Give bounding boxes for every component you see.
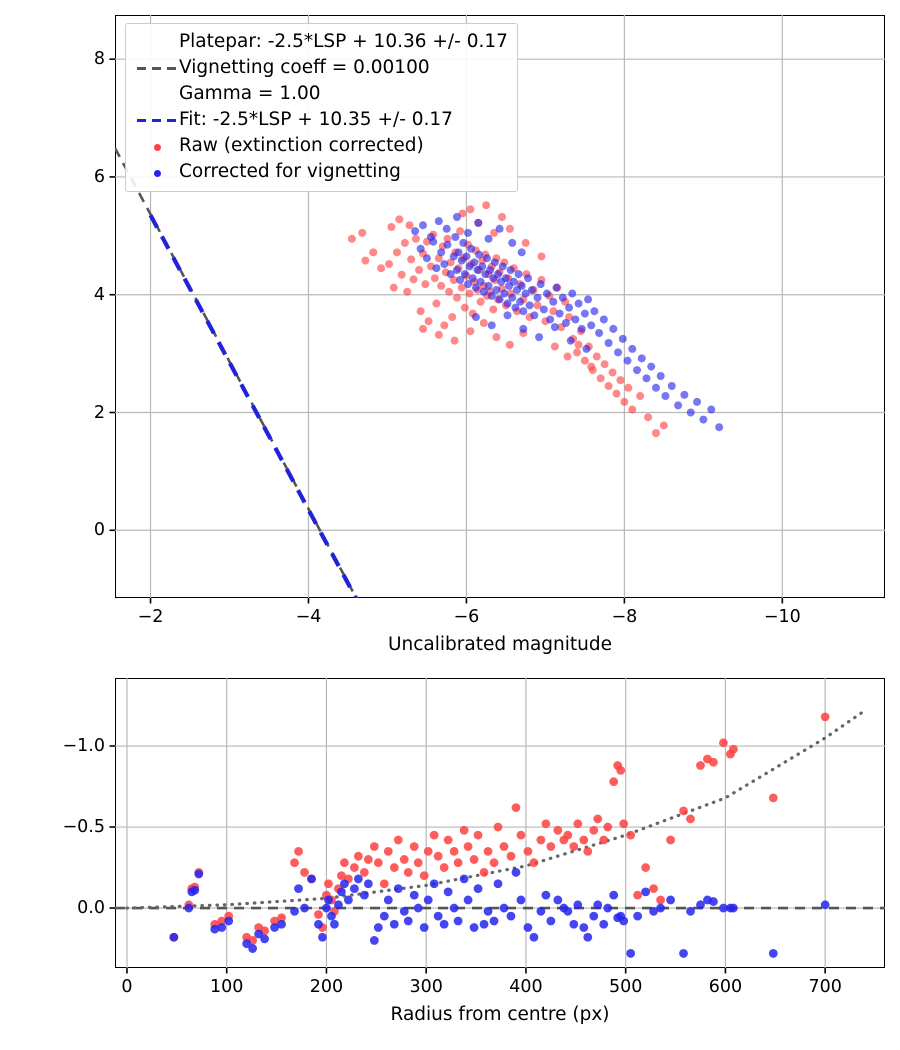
legend-marker-corrected (135, 159, 179, 185)
bottom-plot-axes (115, 678, 885, 968)
top-y-tick-label: 6 (93, 166, 105, 187)
dashed-gray-line-icon (137, 67, 177, 70)
bot-y-tick-label: 0.0 (77, 898, 105, 919)
legend-marker-platepar (135, 55, 179, 81)
legend-marker-raw (135, 133, 179, 159)
bot-x-tick-label: 0 (121, 977, 133, 997)
legend-label-vignetting-coeff: Vignetting coeff = 0.00100 (179, 57, 430, 78)
top-x-tick-label: −6 (453, 607, 480, 627)
legend-label-fit: Fit: -2.5*LSP + 10.35 +/- 0.17 (179, 109, 453, 130)
bot-x-tick-label: 500 (608, 977, 643, 997)
top-y-tick-label: 2 (93, 402, 105, 423)
red-dot-icon (154, 144, 161, 151)
top-x-tick-label: −8 (611, 607, 638, 627)
top-x-tick-label: −2 (137, 607, 164, 627)
top-x-tick-label: −4 (295, 607, 322, 627)
blue-dot-icon (154, 170, 161, 177)
bot-x-tick-label: 400 (509, 977, 543, 997)
legend-label-gamma: Gamma = 1.00 (179, 83, 321, 104)
top-y-tick-label: 4 (93, 284, 105, 305)
bot-y-tick-label: −0.5 (62, 817, 106, 838)
bot-x-tick-label: 600 (708, 977, 743, 997)
legend-label-corrected: Corrected for vignetting (179, 161, 401, 182)
top-plot-x-axis-label: Uncalibrated magnitude (387, 634, 613, 655)
bot-x-tick-label: 200 (309, 977, 344, 997)
bot-x-tick-label: 700 (808, 977, 842, 997)
bot-x-tick-label: 100 (210, 977, 244, 997)
bot-y-tick-label: −1.0 (62, 736, 106, 757)
top-y-tick-label: 0 (93, 520, 105, 541)
top-y-tick-label: 8 (93, 49, 105, 70)
dashed-blue-line-icon (137, 119, 177, 123)
bot-x-tick-label: 300 (409, 977, 443, 997)
top-x-tick-label: −10 (763, 607, 801, 627)
legend-label-raw: Raw (extinction corrected) (179, 135, 424, 156)
legend-label-platepar: Platepar: -2.5*LSP + 10.36 +/- 0.17 (179, 31, 508, 52)
legend-marker-fit (135, 107, 179, 133)
bottom-plot-x-axis-label: Radius from centre (px) (390, 1004, 610, 1025)
top-plot-legend: Platepar: -2.5*LSP + 10.36 +/- 0.17 Vign… (125, 23, 518, 192)
